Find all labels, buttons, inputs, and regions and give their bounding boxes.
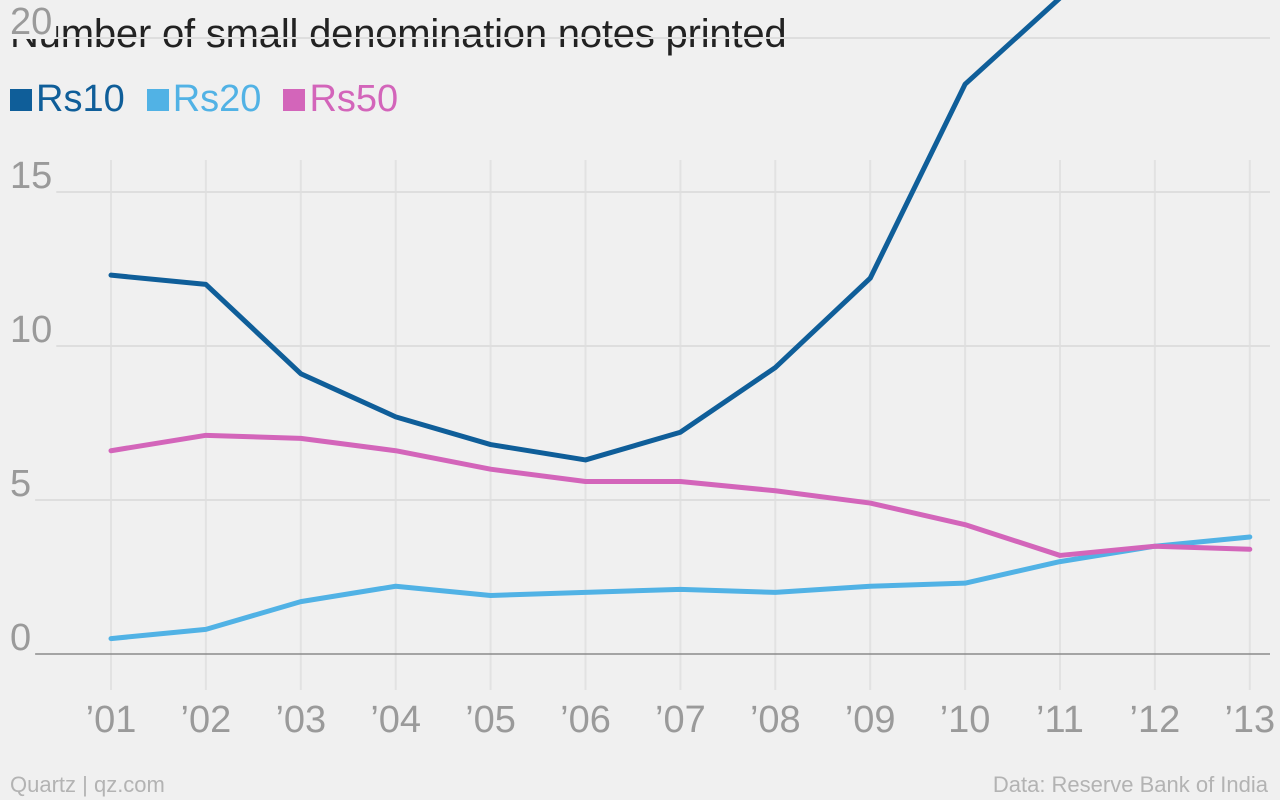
legend-item-rs50: Rs50 [283, 78, 398, 121]
legend-item-rs10: Rs10 [10, 78, 125, 121]
legend-item-rs20: Rs20 [146, 78, 262, 121]
legend-swatch [283, 88, 306, 111]
x-tick-label: ’03 [275, 699, 326, 741]
legend-label: Rs10 [36, 78, 125, 120]
x-tick-label: ’13 [1224, 699, 1275, 741]
x-tick-label: ’07 [655, 699, 706, 741]
y-tick-label: 10 [10, 309, 52, 351]
y-tick-label: 0 [10, 617, 31, 659]
chart-title: Number of small denomination notes print… [10, 12, 787, 56]
legend-label: Rs50 [309, 78, 399, 120]
legend: Rs10 Rs20 Rs50 [10, 78, 398, 121]
x-tick-label: ’01 [86, 699, 137, 741]
y-tick-label: 20 [10, 1, 52, 43]
x-tick-label: ’02 [181, 699, 232, 741]
x-tick-label: ’08 [750, 699, 801, 741]
legend-swatch [146, 88, 169, 111]
y-tick-label-bg [8, 159, 57, 193]
y-tick-label: 15 [10, 155, 52, 197]
x-tick-label: ’05 [465, 699, 516, 741]
x-tick-label: ’10 [940, 699, 991, 741]
footer-credit: Quartz | qz.com [10, 772, 165, 797]
x-tick-label: ’04 [370, 699, 421, 741]
y-tick-label-bg [8, 621, 36, 655]
x-tick-label: ’11 [1036, 699, 1084, 741]
footer-source: Data: Reserve Bank of India [992, 772, 1268, 797]
y-tick-label-bg [8, 5, 57, 39]
y-tick-label-bg [8, 313, 57, 347]
x-tick-label: ’12 [1130, 699, 1181, 741]
y-tick-label-bg [8, 467, 36, 501]
legend-label: Rs20 [172, 78, 262, 120]
y-tick-label: 5 [10, 463, 31, 505]
x-tick-label: ’06 [560, 699, 611, 741]
legend-swatch [10, 88, 32, 111]
x-tick-label: ’09 [845, 699, 896, 741]
